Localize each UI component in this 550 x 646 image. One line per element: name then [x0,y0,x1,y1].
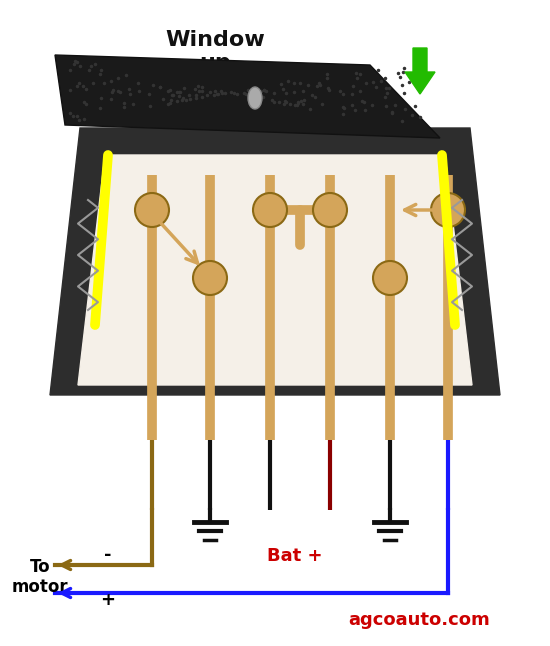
Text: Window
up: Window up [165,30,265,73]
Circle shape [193,261,227,295]
Text: +: + [101,591,115,609]
Polygon shape [50,128,500,395]
Circle shape [373,261,407,295]
Text: -: - [104,546,112,564]
Text: To
motor: To motor [12,557,68,596]
Circle shape [313,193,347,227]
Circle shape [431,193,465,227]
Polygon shape [78,155,472,385]
Circle shape [135,193,169,227]
Polygon shape [55,55,440,138]
Text: agcoauto.com: agcoauto.com [348,611,490,629]
Circle shape [253,193,287,227]
FancyArrow shape [405,48,435,94]
Text: Bat +: Bat + [267,547,323,565]
Ellipse shape [248,87,262,109]
